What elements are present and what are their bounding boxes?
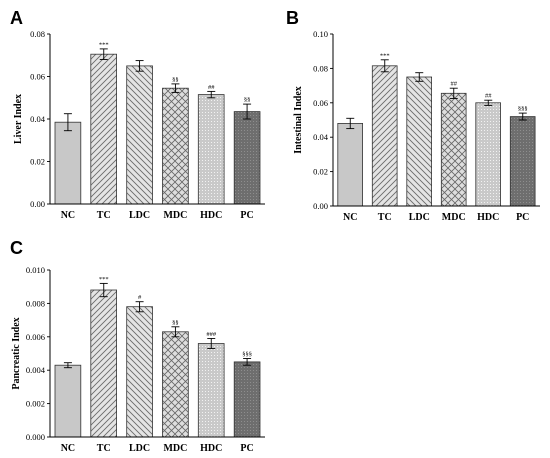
panel-b-ytick-label: 0.02 xyxy=(313,167,328,177)
panel-c-annotation-tc: *** xyxy=(99,276,109,283)
panel-a-bar-mdc xyxy=(162,87,189,205)
panel-a-errorbar-ldc xyxy=(135,60,144,72)
panel-a-category-nc: NC xyxy=(61,210,75,221)
panel-a-ytick-label: 0.02 xyxy=(30,157,45,167)
panel-b-category-tc: TC xyxy=(378,212,392,223)
panel-a-plot: NC *** TC LDC §§ MDC ## HDC §§ PC 0.00 0.02 0.04 0.06… xyxy=(13,29,265,221)
panel-a-letter: A xyxy=(10,8,23,28)
panel-c-bar-hdc xyxy=(197,343,225,438)
panel-a-ytick-label: 0.08 xyxy=(30,29,45,39)
panel-a-annotation-mdc: §§ xyxy=(172,76,179,83)
panel-c-errorbar-tc xyxy=(99,282,108,298)
panel-b-ytick-label: 0.00 xyxy=(313,201,328,211)
panel-a-ylabel: Liver Index xyxy=(13,94,24,144)
panel-b-annotation-pc: §§§ xyxy=(518,106,528,113)
panel-a-category-tc: TC xyxy=(97,210,111,221)
panel-a-category-pc: PC xyxy=(240,210,253,221)
panel-c-category-nc: NC xyxy=(61,443,75,454)
panel-b-errorbar-mdc xyxy=(449,87,458,99)
panel-c-errorbar-mdc xyxy=(171,326,180,338)
panel-b-bar-tc xyxy=(371,65,398,207)
panel-a-bar-ldc xyxy=(126,65,153,205)
panel-c-annotation-ldc: # xyxy=(138,294,142,301)
panel-a-errorbar-tc xyxy=(99,48,108,60)
panel-c-errorbar-pc xyxy=(243,358,252,366)
panel-b-category-mdc: MDC xyxy=(442,212,466,223)
panel-c-category-tc: TC xyxy=(97,443,111,454)
panel-b-ytick-label: 0.04 xyxy=(313,132,329,142)
panel-c: C NC *** TC # LDC §§ MDC ### HDC §§§ PC 0.000 0.002 0… xyxy=(10,238,265,454)
panel-b-errorbar-nc xyxy=(346,117,355,130)
panel-b-errorbar-ldc xyxy=(415,72,424,82)
panel-c-ytick-label: 0.010 xyxy=(26,265,45,275)
panel-c-annotation-mdc: §§ xyxy=(172,319,179,326)
panel-b-ytick-label: 0.10 xyxy=(313,29,328,39)
panel-c-bar-mdc xyxy=(162,331,189,438)
panel-a-bar-pc xyxy=(233,111,261,205)
panel-b-bar-nc xyxy=(337,123,363,207)
panel-c-errorbar-ldc xyxy=(135,301,144,313)
panel-c-annotation-hdc: ### xyxy=(206,331,217,338)
panel-a-errorbar-mdc xyxy=(171,83,180,93)
panel-b-bar-pc xyxy=(509,116,536,207)
panel-a-errorbar-hdc xyxy=(207,90,216,99)
panel-c-ytick-label: 0.002 xyxy=(26,399,45,409)
panel-b-annotation-mdc: ## xyxy=(451,81,458,88)
panel-b-category-nc: NC xyxy=(343,212,357,223)
panel-a-annotation-tc: *** xyxy=(99,41,109,48)
panel-a-annotation-pc: §§ xyxy=(244,97,251,104)
panel-b-ytick-label: 0.08 xyxy=(313,63,328,73)
panel-c-plot: NC *** TC # LDC §§ MDC ### HDC §§§ PC 0.000 0.002 0.0… xyxy=(11,265,265,454)
panel-a-category-mdc: MDC xyxy=(163,210,187,221)
panel-b-bar-mdc xyxy=(440,92,467,207)
panel-c-category-hdc: HDC xyxy=(200,443,222,454)
panel-c-errorbar-hdc xyxy=(207,338,216,349)
panel-c-ylabel: Pancreatic Index xyxy=(11,317,22,389)
panel-b-annotation-tc: *** xyxy=(380,52,390,59)
panel-c-annotation-pc: §§§ xyxy=(242,351,252,358)
panel-c-ytick-label: 0.006 xyxy=(26,332,45,342)
panel-b-errorbar-hdc xyxy=(484,99,493,106)
panel-b-ytick-label: 0.06 xyxy=(313,98,328,108)
panel-c-category-pc: PC xyxy=(240,443,253,454)
panel-a: A NC *** TC LDC §§ MDC ## HDC §§ PC 0.00 0.02 0.04 0.… xyxy=(10,8,265,221)
panel-b-category-pc: PC xyxy=(516,212,529,223)
panel-b-annotation-hdc: ## xyxy=(485,93,492,100)
panel-a-ytick-label: 0.00 xyxy=(30,199,45,209)
panel-c-ytick-label: 0.000 xyxy=(26,432,45,442)
panel-a-bar-tc xyxy=(90,53,118,205)
panel-b-plot: NC *** TC LDC ## MDC ## HDC §§§ PC 0.00 0.02 0.04 0.0… xyxy=(293,29,540,223)
panel-b-errorbar-tc xyxy=(380,59,389,73)
panel-c-letter: C xyxy=(10,238,23,258)
panel-a-ytick-label: 0.04 xyxy=(30,114,46,124)
panel-c-bar-ldc xyxy=(126,306,153,438)
panel-a-category-hdc: HDC xyxy=(200,210,222,221)
panel-a-errorbar-nc xyxy=(63,113,72,132)
panel-a-ytick-label: 0.06 xyxy=(30,72,45,82)
panel-c-errorbar-nc xyxy=(63,362,72,369)
panel-c-bar-tc xyxy=(90,289,118,438)
panel-a-bar-nc xyxy=(54,121,82,205)
panel-b-errorbar-pc xyxy=(518,112,527,121)
panel-c-bar-nc xyxy=(54,364,82,438)
panel-a-category-ldc: LDC xyxy=(129,210,150,221)
panel-b-letter: B xyxy=(286,8,299,28)
panel-c-ytick-label: 0.008 xyxy=(26,298,45,308)
panel-a-errorbar-pc xyxy=(243,103,252,120)
panel-a-bar-hdc xyxy=(197,94,225,205)
panel-b-category-ldc: LDC xyxy=(409,212,430,223)
panel-a-annotation-hdc: ## xyxy=(208,84,215,91)
panel-c-ytick-label: 0.004 xyxy=(26,365,46,375)
panel-c-category-mdc: MDC xyxy=(163,443,187,454)
panel-b-ylabel: Intestinal Index xyxy=(293,86,304,154)
panel-b-bar-ldc xyxy=(406,76,432,207)
panel-c-bar-pc xyxy=(233,361,261,438)
panel-b: B NC *** TC LDC ## MDC ## HDC §§§ PC 0.00 0.02 0.04 0… xyxy=(286,8,540,223)
panel-b-category-hdc: HDC xyxy=(477,212,499,223)
panel-c-category-ldc: LDC xyxy=(129,443,150,454)
panel-b-bar-hdc xyxy=(475,102,501,207)
